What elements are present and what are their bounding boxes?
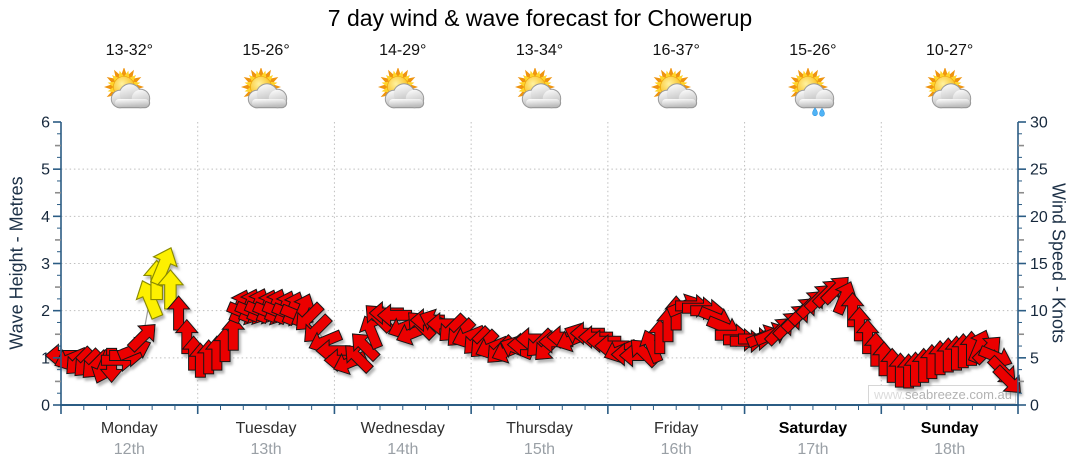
wind-tick-label: 15 bbox=[1030, 256, 1048, 273]
wind-arrows bbox=[44, 247, 1021, 394]
day-label: Friday bbox=[653, 420, 699, 437]
date-label: 14th bbox=[387, 441, 419, 458]
watermark: www.seabreeze.com.au bbox=[873, 387, 1012, 402]
day-label: Monday bbox=[100, 420, 158, 437]
wave-tick-label: 5 bbox=[41, 162, 50, 179]
wind-tick-label: 5 bbox=[1030, 350, 1039, 367]
sun-cloud-icon bbox=[104, 68, 151, 109]
wind-arrow bbox=[351, 333, 381, 363]
wind-tick-label: 25 bbox=[1030, 162, 1048, 179]
wave-tick-label: 3 bbox=[41, 256, 50, 273]
raindrop-icon bbox=[812, 107, 818, 117]
sun-cloud-icon bbox=[651, 68, 698, 109]
wind-tick-label: 30 bbox=[1030, 115, 1048, 132]
temp-range: 16-37° bbox=[652, 42, 700, 59]
sun-cloud-icon bbox=[514, 68, 561, 109]
wind-tick-label: 0 bbox=[1030, 398, 1039, 415]
day-label: Tuesday bbox=[235, 420, 297, 437]
wave-tick-label: 4 bbox=[41, 209, 50, 226]
day-label: Wednesday bbox=[360, 420, 445, 437]
wind-tick-label: 20 bbox=[1030, 209, 1048, 226]
wind-arrow bbox=[376, 303, 413, 328]
wave-tick-label: 2 bbox=[41, 303, 50, 320]
temp-range: 15-26° bbox=[789, 42, 837, 59]
sun-cloud-rain-icon bbox=[787, 68, 835, 117]
day-label: Sunday bbox=[920, 420, 979, 437]
sun-cloud-icon bbox=[241, 68, 288, 109]
day-label: Saturday bbox=[778, 420, 848, 437]
date-label: 15th bbox=[523, 441, 556, 458]
sun-cloud-icon bbox=[924, 68, 971, 109]
chart-title: 7 day wind & wave forecast for Chowerup bbox=[327, 5, 753, 31]
date-label: 16th bbox=[660, 441, 692, 458]
temp-range: 13-34° bbox=[515, 42, 564, 59]
wave-tick-label: 6 bbox=[41, 115, 50, 132]
day-label: Thursday bbox=[506, 420, 573, 437]
temp-range: 10-27° bbox=[925, 42, 974, 59]
wind-arrow bbox=[992, 364, 1021, 394]
date-label: 17th bbox=[797, 441, 829, 458]
raindrop-icon bbox=[819, 107, 825, 117]
temp-range: 14-29° bbox=[379, 42, 427, 59]
wave-tick-label: 0 bbox=[41, 398, 50, 415]
date-label: 12th bbox=[113, 441, 145, 458]
wind-axis-label: Wind Speed - Knots bbox=[1048, 182, 1069, 344]
watermark-box bbox=[868, 385, 1016, 404]
sun-cloud-icon bbox=[377, 68, 424, 109]
wind-tick-label: 10 bbox=[1030, 303, 1048, 320]
wind-arrow bbox=[295, 301, 325, 331]
wind-arrow bbox=[126, 324, 156, 353]
wave-tick-label: 1 bbox=[41, 350, 50, 367]
wind-arrow bbox=[358, 315, 384, 351]
wind-arrow bbox=[832, 281, 857, 316]
date-label: 18th bbox=[934, 441, 966, 458]
temp-range: 15-26° bbox=[242, 42, 290, 59]
temp-range: 13-32° bbox=[105, 42, 154, 59]
wave-axis-label: Wave Height - Metres bbox=[6, 176, 27, 350]
date-label: 13th bbox=[250, 441, 282, 458]
